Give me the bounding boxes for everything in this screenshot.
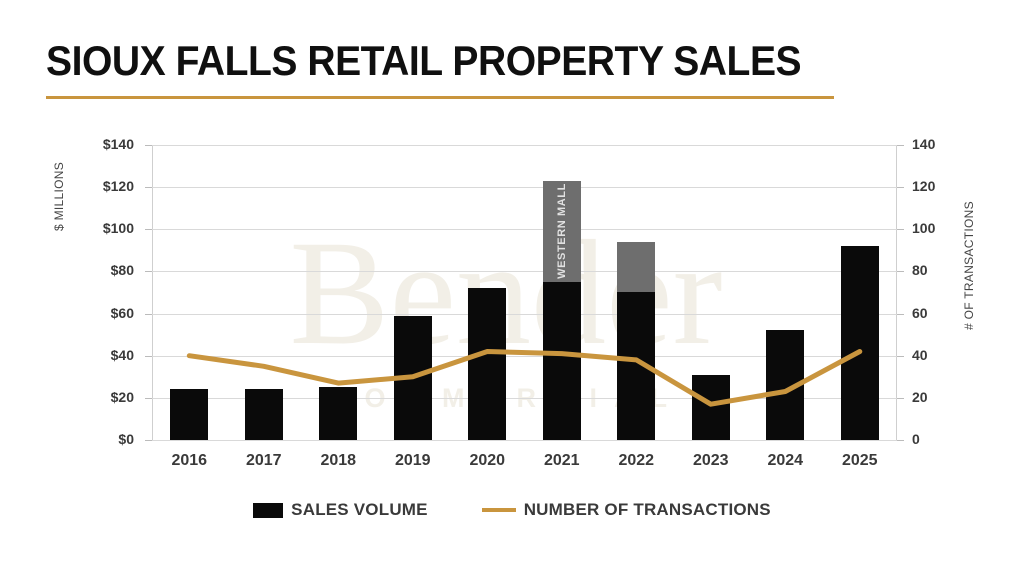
axis-tick [897, 229, 904, 231]
bar-segment-2022 [617, 241, 656, 293]
plot-area [145, 145, 904, 441]
x-tick-label-2025: 2025 [841, 452, 878, 469]
y-axis-title-left: $ MILLIONS [52, 161, 66, 231]
transactions-line [186, 349, 863, 407]
axis-tick [145, 440, 152, 441]
axis-tick [145, 187, 152, 189]
y-tick-label-left: $20 [110, 388, 134, 405]
x-tick-label-2017: 2017 [245, 452, 282, 469]
y-axis-title-right: # OF TRANSACTIONS [962, 201, 976, 330]
y-tick-label-right: 20 [912, 388, 928, 405]
chart-legend: SALES VOLUME NUMBER OF TRANSACTIONS [0, 500, 1024, 520]
legend-square-icon [253, 502, 284, 518]
bar-2025 [840, 246, 879, 440]
axis-tick [897, 313, 904, 315]
axis-line-left [152, 145, 153, 440]
legend-line-icon [481, 508, 516, 512]
legend-label: NUMBER OF TRANSACTIONS [523, 500, 771, 519]
x-tick-label-2020: 2020 [469, 452, 506, 469]
x-tick-label-2022: 2022 [618, 452, 655, 469]
bar-segment-label-wrap: WESTERN MALL [543, 181, 581, 282]
axis-tick [145, 271, 152, 273]
bar-2017 [244, 389, 283, 440]
bar-2020 [468, 288, 507, 440]
x-tick-label-2019: 2019 [394, 452, 431, 469]
y-tick-label-left: $100 [102, 220, 134, 237]
axis-tick [145, 145, 152, 146]
bar-2016 [170, 389, 209, 440]
axis-tick [897, 145, 904, 146]
legend-label: SALES VOLUME [291, 500, 428, 519]
axis-tick [145, 229, 152, 231]
y-tick-label-left: $140 [102, 136, 134, 152]
y-tick-label-right: 60 [912, 304, 928, 321]
x-tick-label-2016: 2016 [171, 452, 208, 469]
legend-item-2[interactable]: NUMBER OF TRANSACTIONS [481, 500, 771, 520]
gridline [152, 229, 897, 231]
y-tick-label-left: $60 [110, 304, 134, 321]
gridline [152, 397, 897, 399]
x-tick-label-2024: 2024 [767, 452, 804, 469]
y-tick-label-right: 100 [912, 220, 936, 237]
bar-segment-label: WESTERN MALL [555, 183, 568, 280]
bar-2023 [691, 374, 730, 440]
axis-tick [145, 397, 152, 399]
y-tick-label-left: $80 [110, 262, 134, 279]
axis-tick [897, 440, 904, 441]
bar-segment-2021: WESTERN MALL [542, 180, 581, 282]
axis-line-right [896, 145, 897, 440]
y-tick-label-right: 40 [912, 346, 928, 363]
y-tick-label-right: 0 [912, 431, 920, 447]
gridline [152, 440, 897, 441]
x-tick-label-2021: 2021 [543, 452, 580, 469]
x-tick-label-2023: 2023 [692, 452, 729, 469]
y-tick-label-left: $120 [102, 178, 134, 195]
page-title: SIOUX FALLS RETAIL PROPERTY SALES [46, 37, 802, 84]
axis-tick [145, 355, 152, 357]
gridline [152, 145, 897, 146]
legend-item-1[interactable]: SALES VOLUME [253, 500, 428, 520]
axis-tick [897, 271, 904, 273]
y-tick-label-right: 80 [912, 262, 928, 279]
y-tick-label-left: $40 [110, 346, 134, 363]
y-tick-label-right: 140 [912, 136, 936, 152]
gridline [152, 187, 897, 189]
gridline [152, 313, 897, 315]
y-tick-label-right: 120 [912, 178, 936, 195]
axis-tick [897, 355, 904, 357]
bar-2018 [319, 387, 358, 440]
y-tick-label-left: $0 [118, 431, 134, 447]
transactions-line-layer [186, 349, 863, 407]
bar-segment-label-wrap [617, 242, 655, 293]
gridline [152, 271, 897, 273]
gridline [152, 355, 897, 357]
x-tick-label-2018: 2018 [320, 452, 357, 469]
bar-annotation-layer: WESTERN MALL [152, 145, 897, 440]
axis-tick [897, 187, 904, 189]
axis-tick [897, 397, 904, 399]
axis-tick [145, 313, 152, 315]
title-underline [46, 96, 834, 99]
